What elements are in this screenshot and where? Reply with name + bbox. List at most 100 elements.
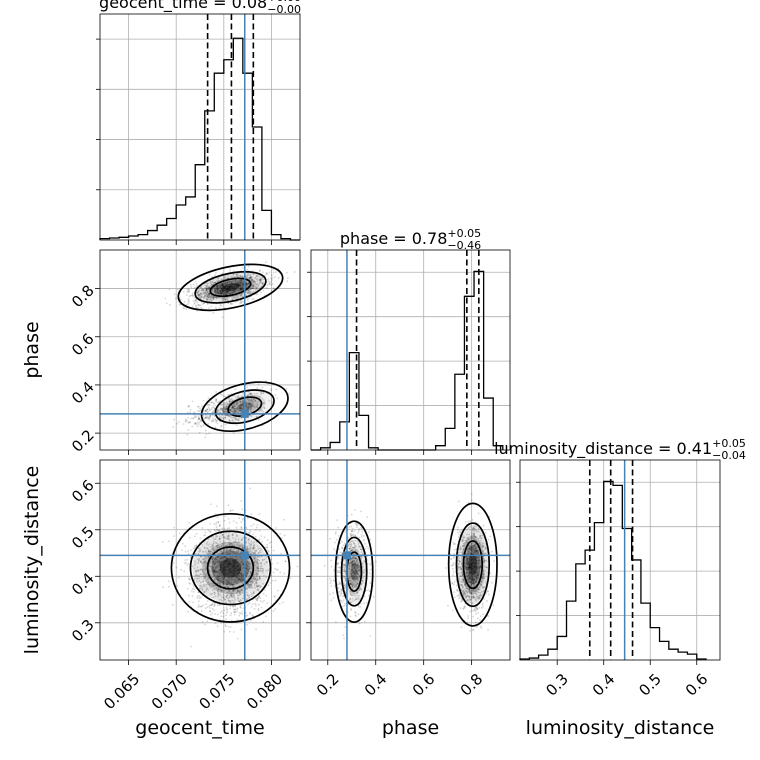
sample-point bbox=[231, 583, 234, 586]
sample-point bbox=[223, 395, 225, 397]
sample-point bbox=[227, 534, 230, 536]
sample-point bbox=[191, 565, 194, 568]
sample-point bbox=[238, 572, 240, 574]
sample-point bbox=[451, 567, 454, 570]
sample-point bbox=[330, 579, 332, 582]
sample-point bbox=[195, 291, 198, 294]
sample-point bbox=[350, 577, 353, 580]
sample-point bbox=[226, 402, 229, 405]
sample-point bbox=[467, 581, 470, 584]
sample-point bbox=[223, 569, 226, 572]
sample-point bbox=[480, 627, 483, 629]
sample-point bbox=[245, 573, 248, 575]
sample-point bbox=[230, 285, 232, 288]
sample-point bbox=[210, 408, 213, 411]
sample-point bbox=[224, 283, 227, 286]
sample-point bbox=[285, 388, 288, 390]
sample-point bbox=[224, 408, 226, 411]
sample-point bbox=[234, 553, 237, 555]
sample-point bbox=[341, 595, 344, 597]
sample-point bbox=[471, 558, 474, 561]
sample-point bbox=[279, 532, 282, 535]
sample-point bbox=[467, 579, 470, 581]
sample-point bbox=[219, 575, 221, 578]
sample-point bbox=[220, 557, 223, 559]
sample-point bbox=[464, 594, 467, 596]
sample-point bbox=[225, 559, 228, 562]
sample-point bbox=[347, 544, 350, 546]
sample-point bbox=[204, 291, 207, 294]
sample-point bbox=[276, 397, 279, 400]
sample-point bbox=[256, 545, 259, 547]
sample-point bbox=[230, 577, 233, 580]
sample-point bbox=[460, 551, 462, 554]
sample-point bbox=[220, 560, 223, 563]
sample-point bbox=[343, 595, 345, 598]
sample-point bbox=[230, 570, 233, 573]
sample-point bbox=[271, 402, 274, 405]
sample-point bbox=[468, 572, 471, 575]
sample-point bbox=[211, 560, 214, 563]
sample-point bbox=[231, 595, 233, 598]
sample-point bbox=[248, 562, 250, 565]
sample-point bbox=[214, 398, 217, 401]
sample-point bbox=[233, 285, 236, 288]
sample-point bbox=[224, 416, 227, 419]
sample-point bbox=[222, 615, 225, 618]
sample-point bbox=[263, 574, 265, 577]
sample-point bbox=[219, 561, 221, 564]
sample-point bbox=[235, 561, 238, 564]
sample-point bbox=[232, 416, 235, 419]
sample-point bbox=[208, 418, 211, 421]
sample-point bbox=[209, 415, 212, 418]
sample-point bbox=[236, 418, 239, 421]
sample-point bbox=[187, 611, 189, 613]
sample-point bbox=[353, 592, 356, 595]
sample-point bbox=[468, 571, 471, 574]
sample-point bbox=[216, 552, 219, 555]
sample-point bbox=[352, 577, 354, 579]
sample-point bbox=[226, 288, 229, 291]
sample-point bbox=[470, 575, 473, 577]
sample-point bbox=[266, 287, 269, 290]
sample-point bbox=[230, 592, 232, 595]
sample-point bbox=[231, 575, 234, 577]
sample-point bbox=[204, 566, 207, 568]
sample-point bbox=[473, 527, 476, 530]
sample-point bbox=[224, 414, 227, 417]
sample-point bbox=[226, 566, 229, 568]
sample-point bbox=[286, 280, 289, 283]
sample-point bbox=[217, 592, 220, 595]
sample-point bbox=[240, 287, 243, 289]
sample-point bbox=[250, 399, 253, 402]
sample-point bbox=[252, 298, 255, 300]
sample-point bbox=[343, 637, 345, 640]
sample-point bbox=[231, 275, 234, 278]
sample-point bbox=[221, 580, 224, 583]
sample-point bbox=[467, 568, 470, 570]
sample-point bbox=[189, 420, 192, 423]
sample-point bbox=[216, 285, 219, 288]
sample-point bbox=[239, 567, 241, 569]
sample-point bbox=[457, 593, 460, 596]
sample-point bbox=[241, 547, 244, 549]
sample-point bbox=[218, 289, 221, 292]
sample-point bbox=[260, 561, 262, 564]
sample-point bbox=[375, 560, 377, 563]
sample-point bbox=[472, 628, 475, 631]
sample-point bbox=[228, 592, 231, 595]
sample-point bbox=[359, 548, 362, 551]
sample-point bbox=[457, 563, 460, 566]
grid-lines bbox=[100, 460, 300, 660]
sample-point bbox=[492, 604, 495, 607]
sample-point bbox=[201, 289, 204, 292]
sample-point bbox=[484, 547, 487, 549]
sample-point bbox=[219, 540, 222, 543]
sample-point bbox=[222, 284, 224, 287]
sample-point bbox=[240, 573, 243, 576]
sample-point bbox=[260, 393, 263, 396]
sample-point bbox=[472, 615, 475, 618]
sample-point bbox=[465, 558, 468, 560]
sample-point bbox=[216, 291, 218, 294]
sample-point bbox=[248, 537, 251, 540]
